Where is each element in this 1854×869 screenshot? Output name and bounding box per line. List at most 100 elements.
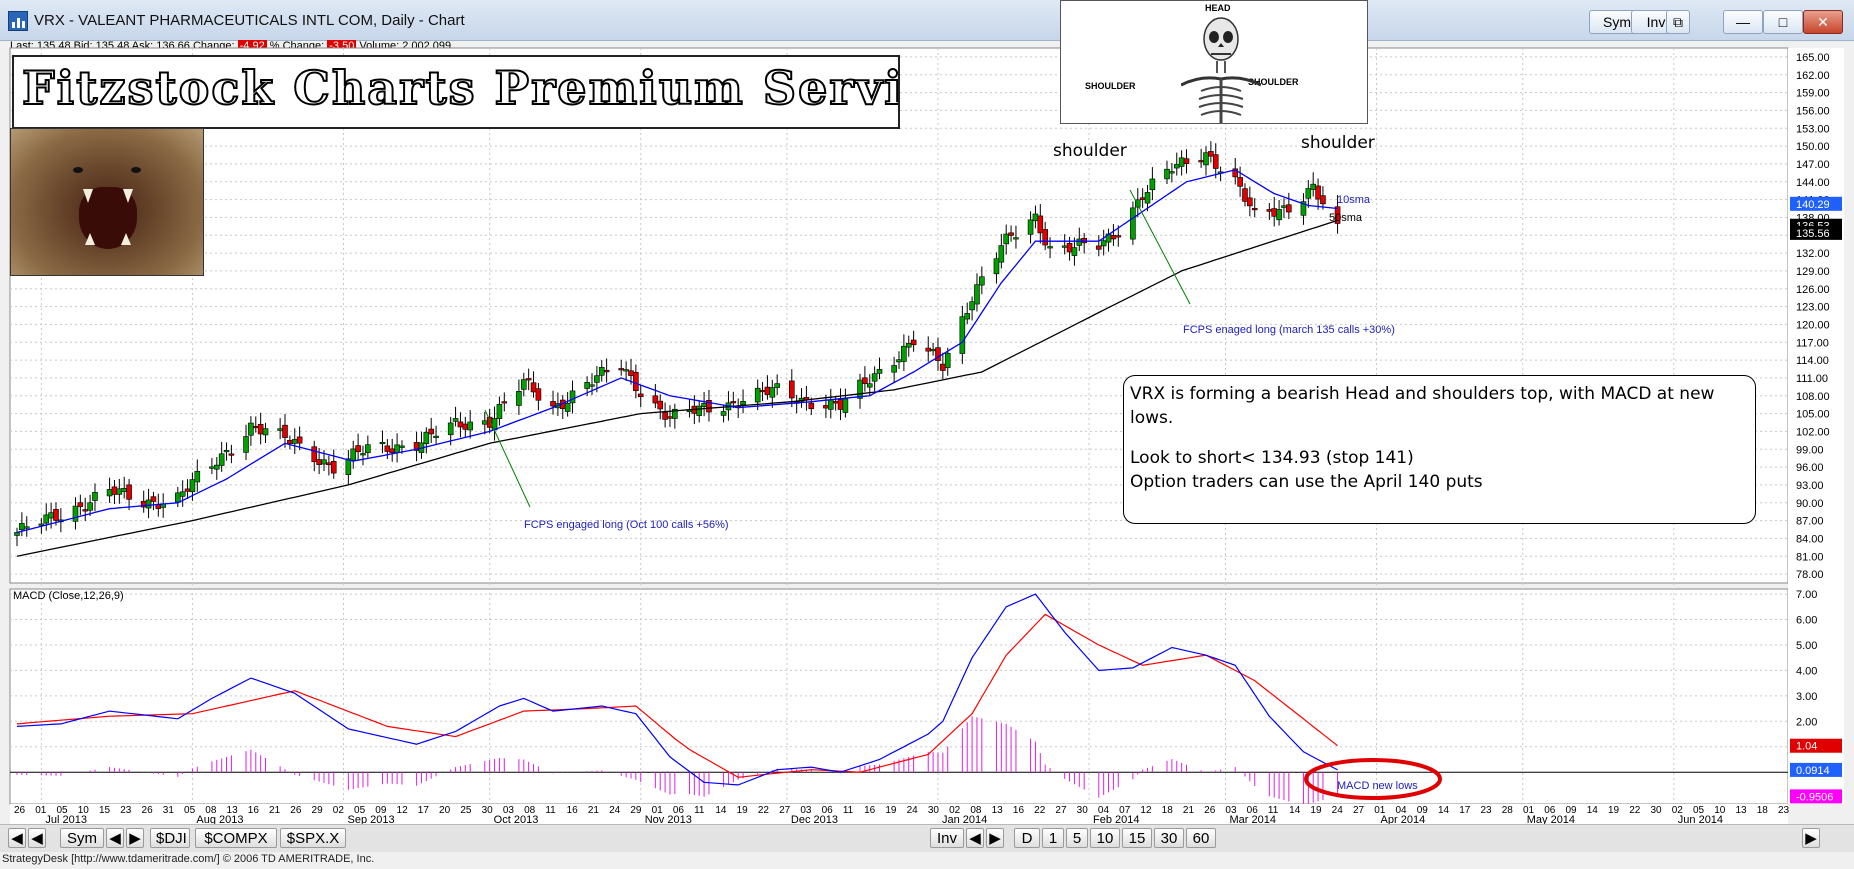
fcps-oct-pointer (484, 409, 531, 508)
candle-body (1149, 178, 1156, 191)
period-tab-10[interactable]: 10 (1090, 828, 1120, 848)
x-axis-day-label: 16 (864, 805, 876, 816)
candle-body (525, 378, 532, 381)
candle-body (447, 422, 454, 436)
sma10-line (16, 169, 1338, 534)
candle-body (184, 488, 191, 492)
candle-body (871, 373, 878, 382)
x-axis-day-label: 16 (248, 805, 260, 816)
macd-tick-label: 6.00 (1796, 615, 1817, 627)
candle-body (82, 509, 89, 512)
candle-body (1139, 197, 1146, 200)
candle-body (720, 411, 727, 416)
candle-body (696, 405, 703, 416)
symbol-tab-spx[interactable]: $SPX.X (280, 828, 346, 848)
fitzstock-banner: Fitzstock Charts Premium Service (12, 55, 900, 129)
x-axis-day-label: 16 (1013, 805, 1025, 816)
x-axis-day-label: 05 (57, 805, 69, 816)
minimize-button[interactable]: — (1723, 10, 1763, 34)
x-axis-day-label: 13 (1735, 805, 1747, 816)
x-axis-day-label: 26 (290, 805, 302, 816)
x-axis-day-label: 30 (482, 805, 494, 816)
candle-body (935, 347, 941, 361)
x-axis-month-label: Sep 2013 (347, 814, 394, 824)
candle-body (433, 435, 439, 438)
candle-body (1130, 207, 1136, 240)
macd-value-tag-label: 1.04 (1796, 741, 1817, 753)
popout-icon[interactable]: ⧉ (1666, 10, 1690, 34)
sym-prev-button[interactable]: ◀ (106, 828, 124, 848)
x-axis-day-label: 30 (1077, 805, 1089, 816)
candle-body (77, 502, 84, 507)
candle-body (1310, 183, 1316, 190)
candle-body (1237, 177, 1243, 187)
inv-prev-button[interactable]: ◀ (966, 828, 984, 848)
candle-body (296, 436, 303, 444)
candle-body (925, 347, 932, 352)
macd-line (16, 593, 1338, 786)
candle-body (1115, 235, 1122, 238)
candle-body (189, 479, 196, 493)
x-axis-day-label: 01 (1374, 805, 1386, 816)
candle-body (905, 342, 912, 348)
candle-body (603, 369, 610, 373)
maximize-button[interactable]: □ (1763, 10, 1803, 34)
x-axis-day-label: 26 (14, 805, 26, 816)
period-tab-30[interactable]: 30 (1154, 828, 1184, 848)
candle-body (462, 423, 469, 430)
right-shoulder-image-label: SHOULDER (1248, 77, 1299, 87)
x-axis-day-label: 02 (1672, 805, 1684, 816)
candle-body (730, 401, 737, 404)
candle-body (535, 388, 542, 401)
candle-body (1144, 192, 1151, 204)
candle-body (520, 379, 527, 390)
x-axis-day-label: 08 (205, 805, 217, 816)
candle-body (145, 499, 152, 509)
candle-body (969, 301, 975, 311)
candle-body (1076, 238, 1083, 246)
period-tab-daily[interactable]: D (1014, 828, 1040, 848)
candle-body (116, 488, 123, 495)
x-axis-day-label: 06 (1544, 805, 1556, 816)
macd-tick-label: 3.00 (1796, 691, 1817, 703)
candle-body (594, 375, 600, 383)
close-button[interactable]: ✕ (1803, 10, 1843, 34)
period-tab-1[interactable]: 1 (1042, 828, 1064, 848)
price-tick-label: 90.00 (1796, 498, 1824, 510)
inv-tab-button[interactable]: Inv (930, 828, 964, 848)
sym-tab-button[interactable]: Sym (60, 828, 104, 848)
scroll-left-button[interactable]: ◀ (8, 828, 26, 848)
x-axis-day-label: 01 (652, 805, 664, 816)
x-axis-day-label: 24 (1332, 805, 1344, 816)
x-axis-day-label: 31 (163, 805, 175, 816)
candle-body (662, 412, 668, 420)
macd-new-lows-highlight (1304, 758, 1442, 800)
sym-next-button[interactable]: ▶ (126, 828, 144, 848)
candle-body (48, 512, 54, 519)
x-axis-day-label: 18 (1757, 805, 1769, 816)
candle-body (774, 383, 780, 388)
period-tab-15[interactable]: 15 (1122, 828, 1152, 848)
x-axis-day-label: 24 (907, 805, 919, 816)
prev-left-button[interactable]: ◀ (28, 828, 46, 848)
candle-body (399, 445, 405, 448)
sma50-line (16, 219, 1338, 557)
x-axis-day-label: 19 (1608, 805, 1620, 816)
candle-body (964, 313, 971, 320)
candle-body (428, 428, 434, 435)
symbol-tab-compx[interactable]: $COMPX (195, 828, 277, 848)
chart-app-icon (8, 11, 28, 31)
candle-body (633, 371, 639, 392)
x-axis-day-label: 27 (779, 805, 791, 816)
price-tag (1790, 196, 1842, 211)
candle-body (788, 380, 795, 399)
period-tab-60[interactable]: 60 (1186, 828, 1216, 848)
inv-next-button[interactable]: ▶ (986, 828, 1004, 848)
period-tab-5[interactable]: 5 (1066, 828, 1088, 848)
x-axis-day-label: 19 (737, 805, 749, 816)
candle-body (1198, 160, 1204, 163)
scroll-right-button[interactable]: ▶ (1802, 828, 1820, 848)
price-tick-label: 114.00 (1796, 355, 1829, 367)
macd-tick-label: 7.00 (1796, 589, 1817, 601)
symbol-tab-dji[interactable]: $DJI (150, 828, 190, 848)
